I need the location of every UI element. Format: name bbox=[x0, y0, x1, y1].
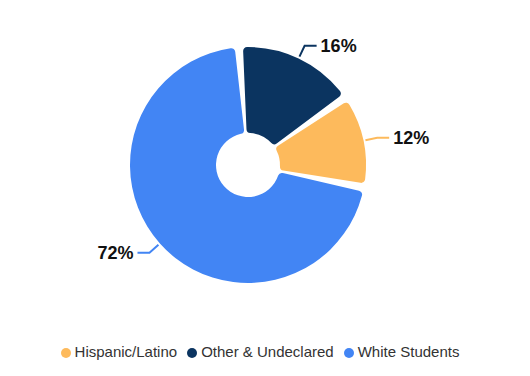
html-text:White Students: White Students bbox=[357, 343, 460, 360]
svg-text:16%: 16% bbox=[321, 36, 357, 56]
svg-text:72%: 72% bbox=[97, 243, 133, 263]
html-text:Hispanic/Latino: Hispanic/Latino bbox=[74, 343, 178, 360]
html-text:Other & Undeclared: Other & Undeclared bbox=[201, 343, 334, 360]
svg-text:12%: 12% bbox=[393, 128, 429, 148]
